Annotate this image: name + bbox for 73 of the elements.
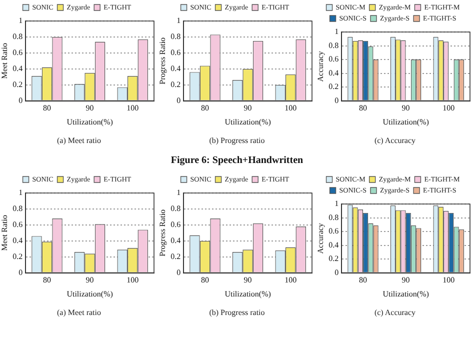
y-tick-label: 1 bbox=[334, 199, 339, 208]
y-tick-label: 0.8 bbox=[328, 40, 339, 50]
y-tick-label: 0.2 bbox=[328, 82, 339, 92]
y-tick-label: 1 bbox=[18, 16, 23, 26]
x-tick-label: 80 bbox=[359, 104, 367, 113]
x-tick-label: 100 bbox=[284, 104, 297, 113]
text: (b) Progress ratio bbox=[208, 308, 266, 318]
y-tick-label: 0.4 bbox=[170, 64, 181, 73]
y-tick-label: 0.4 bbox=[12, 64, 23, 73]
x-axis-title: Utilization(%) bbox=[382, 289, 430, 298]
y-tick-label: 1 bbox=[334, 27, 339, 36]
y-tick-label: 0 bbox=[18, 96, 23, 105]
x-tick-label: 100 bbox=[126, 276, 139, 285]
x-tick-label: 100 bbox=[284, 276, 297, 285]
y-tick-label: 0.2 bbox=[12, 80, 23, 89]
y-tick-label: 0.2 bbox=[12, 252, 23, 261]
y-axis-title: Accuracy bbox=[316, 51, 325, 82]
caption: Figure 6: Speech+Handwritten bbox=[170, 154, 304, 168]
y-tick-label: 0.8 bbox=[170, 32, 181, 42]
x-tick-label: 80 bbox=[201, 276, 209, 285]
y-tick-label: 0.6 bbox=[12, 48, 23, 58]
y-tick-label: 0 bbox=[334, 96, 339, 105]
x-tick-label: 90 bbox=[86, 276, 94, 285]
x-tick-label: 100 bbox=[126, 104, 139, 113]
x-tick-label: 100 bbox=[442, 104, 455, 113]
y-tick-label: 0.2 bbox=[170, 80, 181, 89]
x-axis-title: Utilization(%) bbox=[224, 289, 272, 298]
x-tick-label: 80 bbox=[201, 104, 209, 113]
y-tick-label: 0.8 bbox=[12, 204, 23, 214]
x-tick-label: 90 bbox=[244, 104, 252, 113]
y-tick-label: 0.8 bbox=[328, 212, 339, 222]
y-tick-label: 0 bbox=[176, 268, 181, 277]
x-axis-title: Utilization(%) bbox=[66, 289, 114, 298]
y-tick-label: 0.8 bbox=[12, 32, 23, 42]
y-axis-title: Meet Ratio bbox=[0, 215, 9, 251]
x-tick-label: 100 bbox=[442, 276, 455, 285]
y-axis-title: Progress Ratio bbox=[158, 37, 167, 84]
text: (a) Meet ratio bbox=[56, 308, 102, 318]
y-tick-label: 0.4 bbox=[170, 236, 181, 245]
y-tick-label: 0.8 bbox=[170, 204, 181, 214]
y-axis-title: Progress Ratio bbox=[158, 209, 167, 256]
y-tick-label: 0 bbox=[18, 268, 23, 277]
y-tick-label: 0 bbox=[334, 268, 339, 277]
x-tick-label: 90 bbox=[244, 276, 252, 285]
x-tick-label: 90 bbox=[402, 276, 410, 285]
text: (c) Accuracy bbox=[373, 308, 417, 318]
y-tick-label: 0.4 bbox=[328, 68, 339, 78]
y-tick-label: 0.6 bbox=[170, 220, 181, 230]
x-axis-title: Utilization(%) bbox=[382, 117, 430, 126]
x-tick-label: 90 bbox=[86, 104, 94, 113]
y-tick-label: 0.6 bbox=[328, 54, 339, 64]
text: (b) Progress ratio bbox=[208, 136, 266, 146]
y-tick-label: 1 bbox=[176, 188, 181, 198]
text: (c) Accuracy bbox=[373, 136, 417, 146]
x-tick-label: 80 bbox=[43, 276, 51, 285]
y-tick-label: 0 bbox=[176, 96, 181, 105]
x-axis-title: Utilization(%) bbox=[66, 117, 114, 126]
y-tick-label: 0.6 bbox=[328, 226, 339, 236]
y-tick-label: 0.4 bbox=[12, 236, 23, 245]
y-tick-label: 0.4 bbox=[328, 240, 339, 250]
y-tick-label: 0.2 bbox=[328, 254, 339, 264]
x-tick-label: 80 bbox=[43, 104, 51, 113]
x-tick-label: 90 bbox=[402, 104, 410, 113]
y-tick-label: 1 bbox=[18, 188, 23, 198]
y-tick-label: 0.2 bbox=[170, 252, 181, 261]
y-tick-label: 0.6 bbox=[170, 48, 181, 58]
text: (a) Meet ratio bbox=[56, 136, 102, 146]
y-tick-label: 1 bbox=[176, 16, 181, 26]
x-tick-label: 80 bbox=[359, 276, 367, 285]
y-tick-label: 0.6 bbox=[12, 220, 23, 230]
y-axis-title: Accuracy bbox=[316, 223, 325, 254]
x-axis-title: Utilization(%) bbox=[224, 117, 272, 126]
y-axis-title: Meet Ratio bbox=[0, 43, 9, 79]
